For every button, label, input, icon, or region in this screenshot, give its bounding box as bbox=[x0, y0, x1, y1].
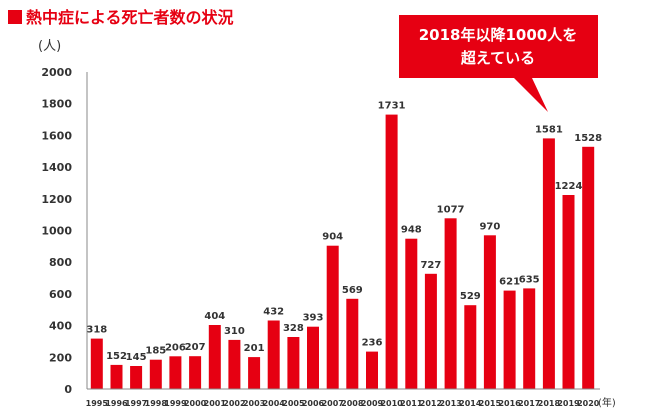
bar-2015 bbox=[483, 235, 496, 389]
chart-title: 熱中症による死亡者数の状況 bbox=[26, 8, 234, 27]
y-tick-label: 2000 bbox=[41, 66, 72, 79]
bar-2002 bbox=[228, 339, 241, 389]
y-tick-label: 1400 bbox=[41, 161, 72, 174]
y-tick-label: 1000 bbox=[41, 225, 72, 238]
value-label-2020: 1528 bbox=[574, 133, 602, 144]
bar-2012 bbox=[424, 273, 437, 389]
value-label-2018: 1581 bbox=[535, 124, 563, 135]
y-tick-label: 600 bbox=[49, 288, 72, 301]
value-label-2003: 201 bbox=[244, 343, 265, 354]
bar-1996 bbox=[110, 364, 123, 389]
value-label-2017: 635 bbox=[519, 274, 540, 285]
value-label-2007: 904 bbox=[322, 232, 343, 243]
bar-2014 bbox=[464, 305, 477, 389]
bar-2000 bbox=[189, 356, 202, 389]
x-tick-label-2001: 2001 bbox=[204, 399, 227, 408]
x-tick-label-1995: 1995 bbox=[86, 399, 109, 408]
callout-bubble bbox=[399, 15, 598, 112]
value-label-2012: 727 bbox=[420, 260, 441, 271]
title-marker-icon bbox=[8, 10, 22, 24]
x-tick-label-2006: 2006 bbox=[302, 399, 325, 408]
bar-2017 bbox=[523, 288, 536, 389]
x-tick-label-2017: 2017 bbox=[518, 399, 540, 408]
bar-1998 bbox=[149, 359, 162, 389]
bar-2020 bbox=[582, 146, 595, 389]
bar-2016 bbox=[503, 290, 516, 389]
y-tick-label: 800 bbox=[49, 256, 72, 269]
value-label-1998: 185 bbox=[145, 346, 166, 357]
bar-2018 bbox=[542, 138, 555, 389]
x-tick-label-2004: 2004 bbox=[263, 399, 286, 408]
value-label-2009: 236 bbox=[362, 338, 383, 349]
x-tick-label-2000: 2000 bbox=[184, 399, 207, 408]
value-label-2005: 328 bbox=[283, 323, 304, 334]
x-axis-unit: (年) bbox=[598, 396, 616, 409]
y-tick-label: 1200 bbox=[41, 193, 72, 206]
bar-1995 bbox=[90, 338, 103, 389]
x-tick-label-2013: 2013 bbox=[439, 399, 461, 408]
bar-2003 bbox=[248, 357, 261, 389]
x-tick-label-2010: 2010 bbox=[380, 399, 403, 408]
value-label-1997: 145 bbox=[126, 352, 147, 363]
value-label-1995: 318 bbox=[86, 325, 107, 336]
bar-2005 bbox=[287, 337, 300, 389]
value-label-2000: 207 bbox=[185, 342, 206, 353]
x-tick-label-2015: 2015 bbox=[479, 399, 502, 408]
y-axis-unit: (人) bbox=[38, 39, 61, 54]
x-tick-label-1998: 1998 bbox=[145, 399, 168, 408]
value-label-2013: 1077 bbox=[437, 204, 465, 215]
x-tick-label-2018: 2018 bbox=[538, 399, 561, 408]
value-label-1999: 206 bbox=[165, 342, 186, 353]
value-label-2004: 432 bbox=[263, 307, 284, 318]
x-tick-label-2016: 2016 bbox=[498, 399, 521, 408]
y-tick-label: 0 bbox=[64, 383, 72, 396]
bar-2004 bbox=[267, 320, 280, 389]
value-label-2002: 310 bbox=[224, 326, 245, 337]
value-label-2001: 404 bbox=[204, 311, 225, 322]
x-tick-label-1996: 1996 bbox=[105, 399, 128, 408]
bar-2007 bbox=[326, 245, 339, 389]
y-tick-label: 1600 bbox=[41, 129, 72, 142]
x-tick-label-2014: 2014 bbox=[459, 399, 482, 408]
value-label-2006: 393 bbox=[303, 313, 324, 324]
bar-1997 bbox=[130, 366, 143, 389]
value-label-2008: 569 bbox=[342, 285, 363, 296]
bar-2009 bbox=[366, 351, 378, 389]
x-tick-label-2005: 2005 bbox=[282, 399, 305, 408]
bar-2001 bbox=[208, 325, 221, 389]
bar-2008 bbox=[346, 298, 359, 389]
callout-line-2: 超えている bbox=[460, 49, 535, 67]
x-tick-label-2003: 2003 bbox=[243, 399, 265, 408]
value-label-1996: 152 bbox=[106, 351, 127, 362]
y-tick-label: 400 bbox=[49, 320, 72, 333]
bar-2011 bbox=[405, 238, 418, 389]
bar-2006 bbox=[307, 326, 319, 389]
value-label-2011: 948 bbox=[401, 225, 422, 236]
value-label-2015: 970 bbox=[479, 221, 500, 232]
callout-line-1: 2018年以降1000人を bbox=[419, 26, 578, 44]
y-tick-label: 200 bbox=[49, 351, 72, 364]
value-label-2019: 1224 bbox=[555, 181, 583, 192]
bar-2019 bbox=[562, 195, 575, 389]
x-tick-label-2020: 2020 bbox=[577, 399, 600, 408]
value-label-2016: 621 bbox=[499, 277, 520, 288]
y-tick-label: 1800 bbox=[41, 98, 72, 111]
x-tick-label-2009: 2009 bbox=[361, 399, 384, 408]
x-tick-label-2007: 2007 bbox=[322, 399, 344, 408]
x-tick-label-1999: 1999 bbox=[164, 399, 187, 408]
bar-2010 bbox=[385, 114, 398, 389]
x-tick-label-1997: 1997 bbox=[125, 399, 147, 408]
x-tick-label-2002: 2002 bbox=[223, 399, 245, 408]
bar-2013 bbox=[444, 218, 457, 389]
callout: 2018年以降1000人を 超えている bbox=[399, 15, 598, 112]
bar-1999 bbox=[169, 356, 182, 389]
x-tick-label-2008: 2008 bbox=[341, 399, 364, 408]
value-label-2010: 1731 bbox=[378, 101, 406, 112]
value-label-2014: 529 bbox=[460, 291, 481, 302]
x-tick-label-2019: 2019 bbox=[557, 399, 580, 408]
x-tick-label-2012: 2012 bbox=[420, 399, 442, 408]
x-tick-label-2011: 2011 bbox=[400, 399, 423, 408]
